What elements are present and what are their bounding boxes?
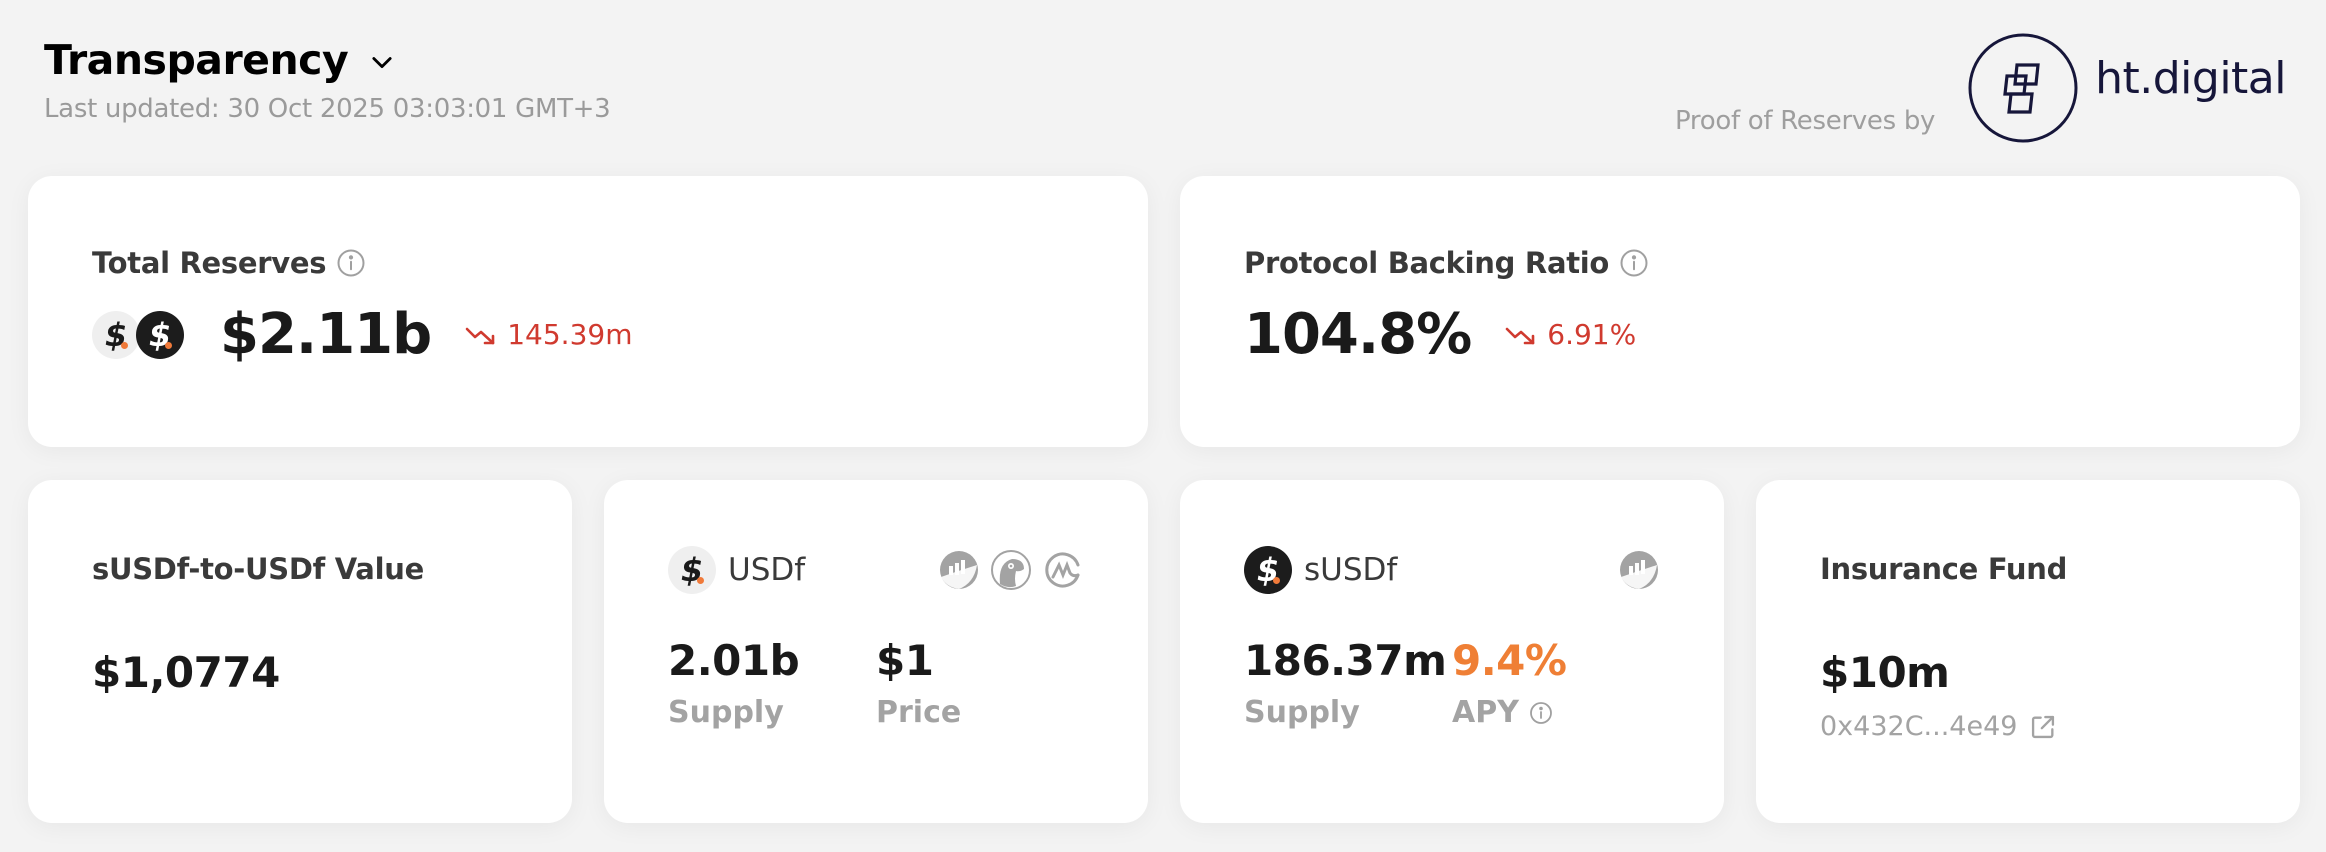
insurance-fund-address-link[interactable]: 0x432C...4e49 <box>1820 711 2236 742</box>
usdf-supply-label: Supply <box>668 695 784 730</box>
insurance-fund-value: $10m <box>1820 648 1950 697</box>
total-reserves-delta-value: 145.39m <box>507 318 633 351</box>
total-reserves-value: $2.11b <box>220 302 432 367</box>
external-link-icon <box>2032 715 2055 738</box>
info-icon[interactable] <box>336 248 366 278</box>
susdf-card: $ sUSDf 186.37m Supply 9.4% APY <box>1180 480 1724 823</box>
usdf-coin-icon: $ <box>668 546 716 594</box>
susdf-supply-value: 186.37m <box>1244 636 1447 685</box>
usdf-supply-value: 2.01b <box>668 636 800 685</box>
insurance-fund-label: Insurance Fund <box>1820 552 2068 586</box>
backing-ratio-delta: 6.91% <box>1505 318 1636 351</box>
susdf-coin-icon: $ <box>136 310 184 359</box>
page-title-dropdown[interactable]: Transparency <box>44 36 610 84</box>
susdf-apy-value: 9.4% <box>1452 636 1567 685</box>
backing-ratio-label: Protocol Backing Ratio <box>1244 246 1610 280</box>
proof-of-reserves-label: Proof of Reserves by <box>1675 106 1936 136</box>
usdf-card: $ USDf 2.01b Supply $1 Price <box>604 480 1148 823</box>
susdf-apy-label: APY <box>1452 695 1519 730</box>
backing-ratio-value: 104.8% <box>1244 302 1472 367</box>
backing-ratio-delta-value: 6.91% <box>1547 318 1637 351</box>
susdf-supply-label: Supply <box>1244 695 1360 730</box>
dune-analytics-icon[interactable] <box>1618 549 1660 591</box>
total-reserves-label: Total Reserves <box>92 246 327 280</box>
dune-analytics-icon[interactable] <box>938 549 980 591</box>
susdf-value-label: sUSDf-to-USDf Value <box>92 552 424 586</box>
proof-of-reserves-brand[interactable]: Proof of Reserves by ht.digital <box>1675 32 2286 144</box>
susdf-value-card: sUSDf-to-USDf Value $1,0774 <box>28 480 572 823</box>
last-updated-text: Last updated: 30 Oct 2025 03:03:01 GMT+3 <box>44 94 611 124</box>
usdf-price-value: $1 <box>876 636 934 685</box>
usdf-token-name: USDf <box>728 552 806 588</box>
total-reserves-delta: 145.39m <box>465 318 632 351</box>
susdf-coin-icon: $ <box>1244 546 1292 594</box>
info-icon[interactable] <box>1619 248 1649 278</box>
usdf-price-label: Price <box>876 695 962 730</box>
page-header: Transparency Last updated: 30 Oct 2025 0… <box>44 36 611 124</box>
trend-down-icon <box>1505 327 1535 344</box>
usdf-coin-icon: $ <box>92 310 140 359</box>
trend-down-icon <box>465 327 495 344</box>
insurance-fund-card: Insurance Fund $10m 0x432C...4e49 <box>1756 480 2300 823</box>
coinmarketcap-icon[interactable] <box>1042 549 1084 591</box>
susdf-apy-label-row: APY <box>1452 695 1660 730</box>
insurance-fund-address: 0x432C...4e49 <box>1820 711 2018 742</box>
total-reserves-card: Total Reserves $ $ $2.11b 145.39m <box>28 176 1148 447</box>
brand-name: ht.digital <box>2095 52 2286 104</box>
coingecko-icon[interactable] <box>990 549 1032 591</box>
backing-ratio-card: Protocol Backing Ratio 104.8% 6.91% <box>1180 176 2300 447</box>
susdf-token-name: sUSDf <box>1304 552 1398 588</box>
chevron-down-icon[interactable] <box>368 48 396 76</box>
susdf-value-amount: $1,0774 <box>92 648 280 697</box>
page-title: Transparency <box>44 36 349 84</box>
info-icon[interactable] <box>1529 701 1553 725</box>
ht-digital-logo-icon <box>1968 33 2078 143</box>
reserve-token-icons: $ $ <box>92 310 184 359</box>
